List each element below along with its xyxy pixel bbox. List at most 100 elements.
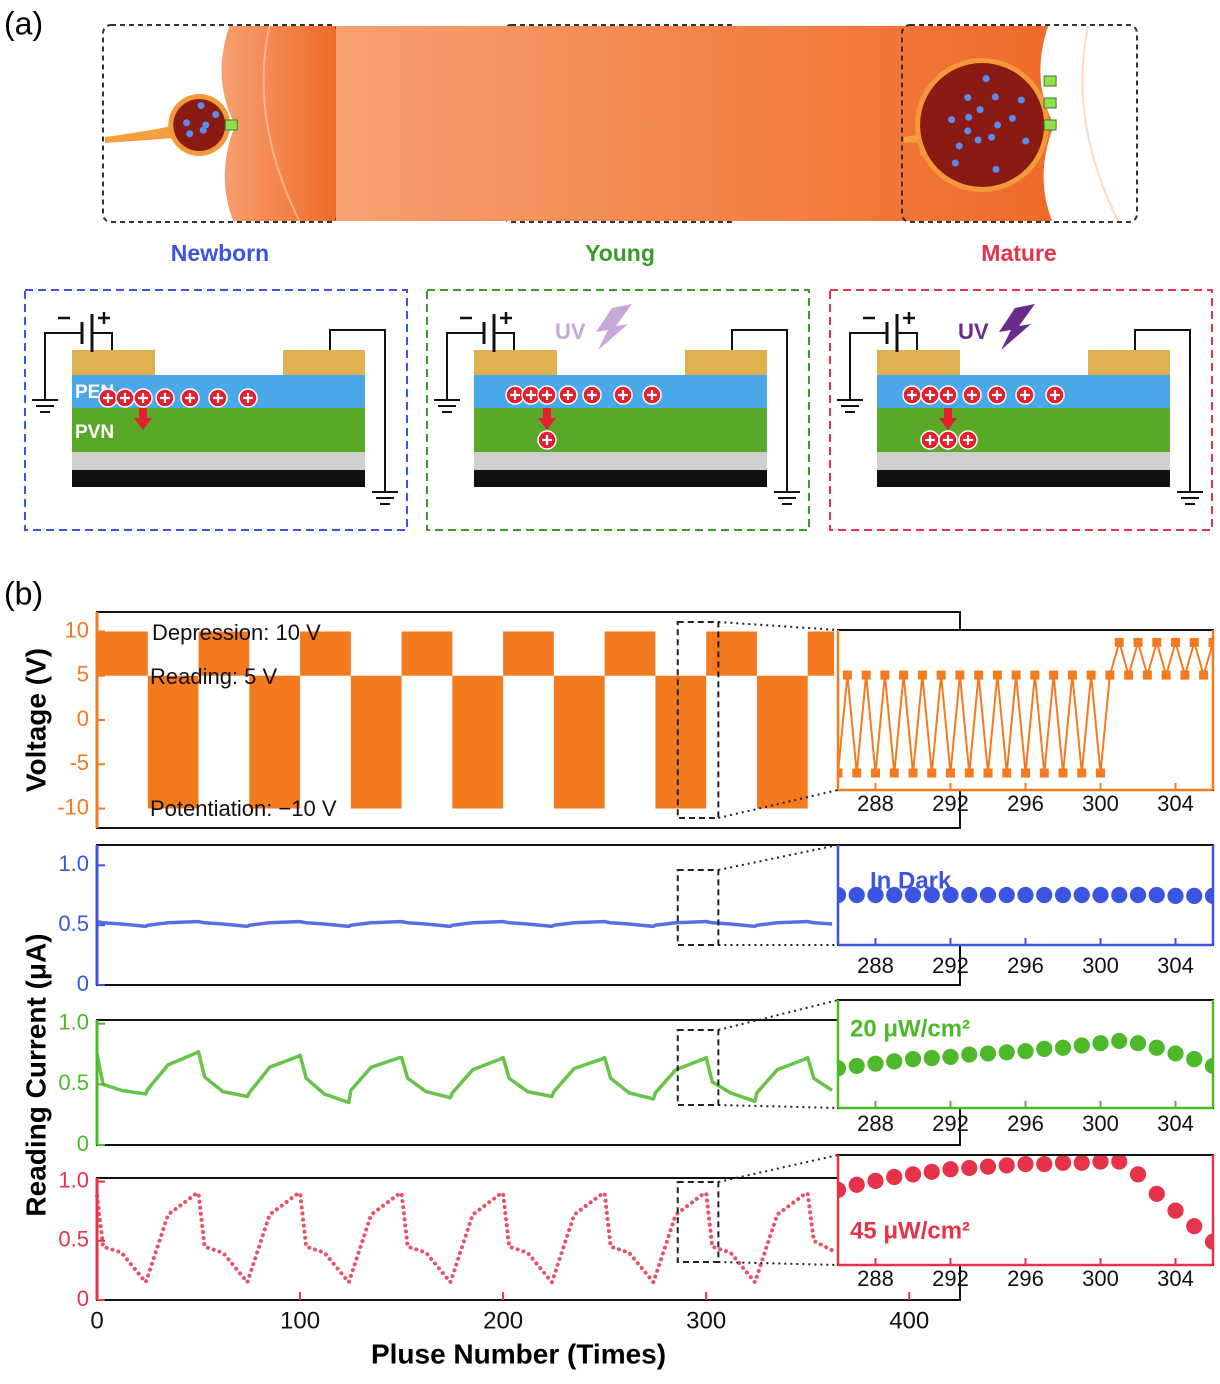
vesicle [964, 94, 971, 101]
inset-point [905, 1166, 922, 1183]
inset-point [1148, 887, 1165, 904]
ground [837, 400, 863, 412]
inset-point [1012, 671, 1021, 680]
inset-point [980, 1158, 997, 1175]
inset-annotation: In Dark [870, 867, 952, 894]
inset-point [867, 1172, 884, 1189]
inset-x-tick-label: 304 [1157, 1266, 1194, 1291]
inset-point [1055, 1154, 1072, 1171]
vesicle [1018, 97, 1025, 104]
y-tick-label: 0 [77, 706, 89, 731]
inset-point [1199, 671, 1208, 680]
inset-point [1186, 887, 1203, 904]
y-tick-label: -10 [57, 794, 89, 819]
inset-x-tick-label: 292 [932, 1111, 969, 1136]
y-tick-label: 10 [65, 617, 89, 642]
inset-point [1021, 769, 1030, 778]
inset-point [993, 671, 1002, 680]
pulse-block [402, 631, 453, 675]
uv-bolt [596, 304, 632, 350]
inset-point [890, 769, 899, 778]
inset-x-tick-label: 296 [1007, 953, 1044, 978]
inset-point [1134, 638, 1143, 647]
axon [105, 125, 173, 143]
inset-point [965, 769, 974, 778]
inset-x-tick-label: 292 [932, 791, 969, 816]
dielectric-layer [877, 452, 1170, 470]
y-tick-label: 1.0 [58, 1009, 89, 1034]
y-tick-label: 0 [77, 1131, 89, 1156]
inset-point [1148, 1185, 1165, 1202]
annotation: Reading: 5 V [150, 664, 278, 689]
inset-point [1055, 887, 1072, 904]
vesicle [956, 142, 963, 149]
inset-point [905, 1051, 922, 1068]
receptor [1044, 76, 1056, 86]
stage-label: Newborn [171, 240, 269, 266]
inset-point [1055, 1039, 1072, 1056]
inset-point [1030, 671, 1039, 680]
inset-point [1171, 638, 1180, 647]
substrate-layer [877, 470, 1170, 487]
inset-point [998, 887, 1015, 904]
inset-point [923, 1049, 940, 1066]
x-tick-label: 300 [686, 1307, 726, 1334]
inset-point [942, 1161, 959, 1178]
inset-annotation: 45 μW/cm² [850, 1217, 970, 1244]
inset-point [848, 1057, 865, 1074]
vesicle [952, 160, 959, 167]
electrode [283, 350, 365, 375]
inset-x-tick-label: 304 [1157, 791, 1194, 816]
inset-x-tick-label: 300 [1082, 1266, 1119, 1291]
vesicle [994, 122, 1001, 129]
vesicle [1009, 115, 1016, 122]
electrode [1088, 350, 1170, 375]
pvn-layer [877, 408, 1170, 452]
inset-point [923, 1163, 940, 1180]
inset-x-tick-label: 296 [1007, 1111, 1044, 1136]
inset-point [1115, 638, 1124, 647]
stage-label: Mature [981, 240, 1056, 266]
pulse-block [757, 676, 808, 809]
inset-point [1036, 887, 1053, 904]
inset-point [886, 1169, 903, 1186]
inset-point [1186, 1218, 1203, 1235]
inset-point [1096, 769, 1105, 778]
inset-x-tick-label: 300 [1082, 1111, 1119, 1136]
pulse-block [706, 631, 757, 675]
plot-area [97, 1020, 960, 1145]
inset-point [1124, 671, 1133, 680]
inset-point [886, 1053, 903, 1070]
inset-point [1111, 887, 1128, 904]
pulse-block [605, 631, 656, 675]
inset-point [1017, 1043, 1034, 1060]
inset-x-tick-label: 292 [932, 953, 969, 978]
panel-label: (b) [4, 575, 43, 611]
inset-point [852, 769, 861, 778]
y-tick-label: 0.5 [58, 1070, 89, 1095]
inset-point [998, 1157, 1015, 1174]
electrode [72, 350, 155, 375]
inset-point [946, 769, 955, 778]
electrode [877, 350, 960, 375]
uv-bolt [999, 304, 1035, 350]
inset-point [1036, 1040, 1053, 1057]
inset-point [1059, 769, 1068, 778]
inset-point [1143, 671, 1152, 680]
inset-point [1130, 1035, 1147, 1052]
inset-point [927, 769, 936, 778]
y-tick-label: 0 [77, 1286, 89, 1311]
inset-point [871, 769, 880, 778]
inset-point [961, 1046, 978, 1063]
inset-point [848, 887, 865, 904]
inset-point [1190, 638, 1199, 647]
battery [484, 314, 494, 352]
vesicle [975, 136, 982, 143]
inset-x-tick-label: 300 [1082, 791, 1119, 816]
inset-point [1167, 887, 1184, 904]
pvn-layer [474, 408, 767, 452]
inset-point [1002, 769, 1011, 778]
y-tick-label: 0 [77, 971, 89, 996]
inset-point [1087, 671, 1096, 680]
pulse-block [503, 631, 554, 675]
